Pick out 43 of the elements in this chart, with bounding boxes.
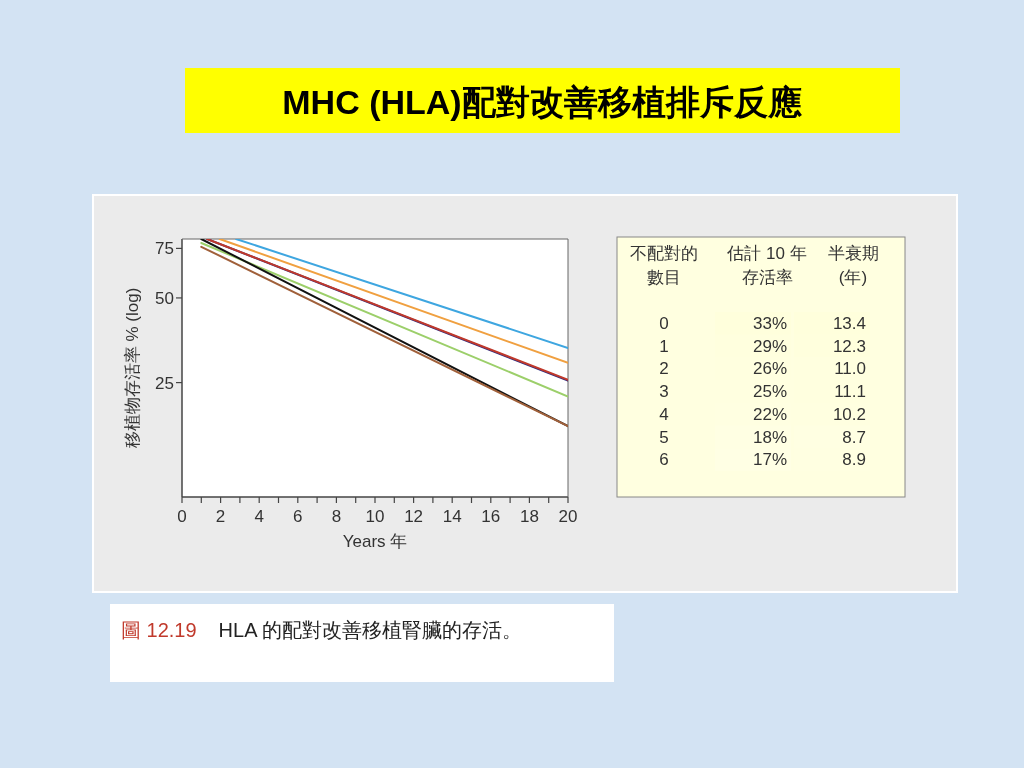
x-tick-label: 2 [215, 507, 226, 526]
x-tick-label: 6 [293, 507, 303, 526]
data-label: 10.2 [832, 404, 866, 424]
x-tick-label: 16 [481, 507, 501, 526]
y-tick-label: 6 [659, 450, 669, 470]
data-label: 18% [752, 427, 787, 447]
x-axis-title: Years 年 [342, 532, 408, 551]
y-tick-label: 2 [659, 359, 669, 379]
x-tick-label: 18 [519, 507, 539, 526]
data-label: 8.9 [842, 450, 866, 470]
y-tick-label: 5 [659, 427, 669, 447]
data-label: 17% [752, 450, 787, 470]
y-tick-label: 3 [659, 382, 669, 402]
y-tick-label: 1 [659, 336, 669, 356]
x-tick-label: 14 [442, 507, 462, 526]
data-label: 13.4 [832, 314, 866, 333]
data-label: 33% [752, 314, 787, 333]
x-tick-label: 0 [177, 507, 187, 526]
y-tick-label: 75 [155, 239, 174, 259]
y-axis-title: 不配對的數目 [630, 244, 698, 287]
data-label: 22% [752, 404, 787, 424]
y-tick-label: 0 [659, 314, 669, 333]
data-label: 26% [752, 359, 787, 379]
data-label: 11.1 [834, 382, 866, 402]
x-tick-label: 估計 10 年存活率 [726, 244, 807, 287]
chart-title: MHC (HLA)配對改善移植排斥反應 [282, 83, 802, 121]
data-label: 25% [752, 382, 787, 402]
x-tick-label: 20 [558, 507, 578, 526]
x-tick-label: 8 [331, 507, 342, 526]
x-tick-label: 半衰期 (年) [827, 244, 879, 287]
y-tick-label: 4 [659, 404, 669, 424]
x-tick-label: 10 [365, 507, 385, 526]
x-tick-label: 4 [254, 507, 264, 526]
text: HLA 的配對改善移植腎臟的存活。 [218, 619, 522, 641]
y-tick-label: 50 [155, 288, 174, 308]
data-label: 29% [752, 336, 787, 356]
data-label: 11.0 [834, 359, 866, 379]
caption: 圖 12.19 [121, 619, 197, 641]
y-tick-label: 25 [155, 373, 174, 393]
x-tick-label: 12 [404, 507, 424, 526]
y-axis-title: 移植物存活率 % (log) [123, 287, 142, 449]
data-label: 8.7 [842, 427, 866, 447]
data-label: 12.3 [832, 336, 866, 356]
